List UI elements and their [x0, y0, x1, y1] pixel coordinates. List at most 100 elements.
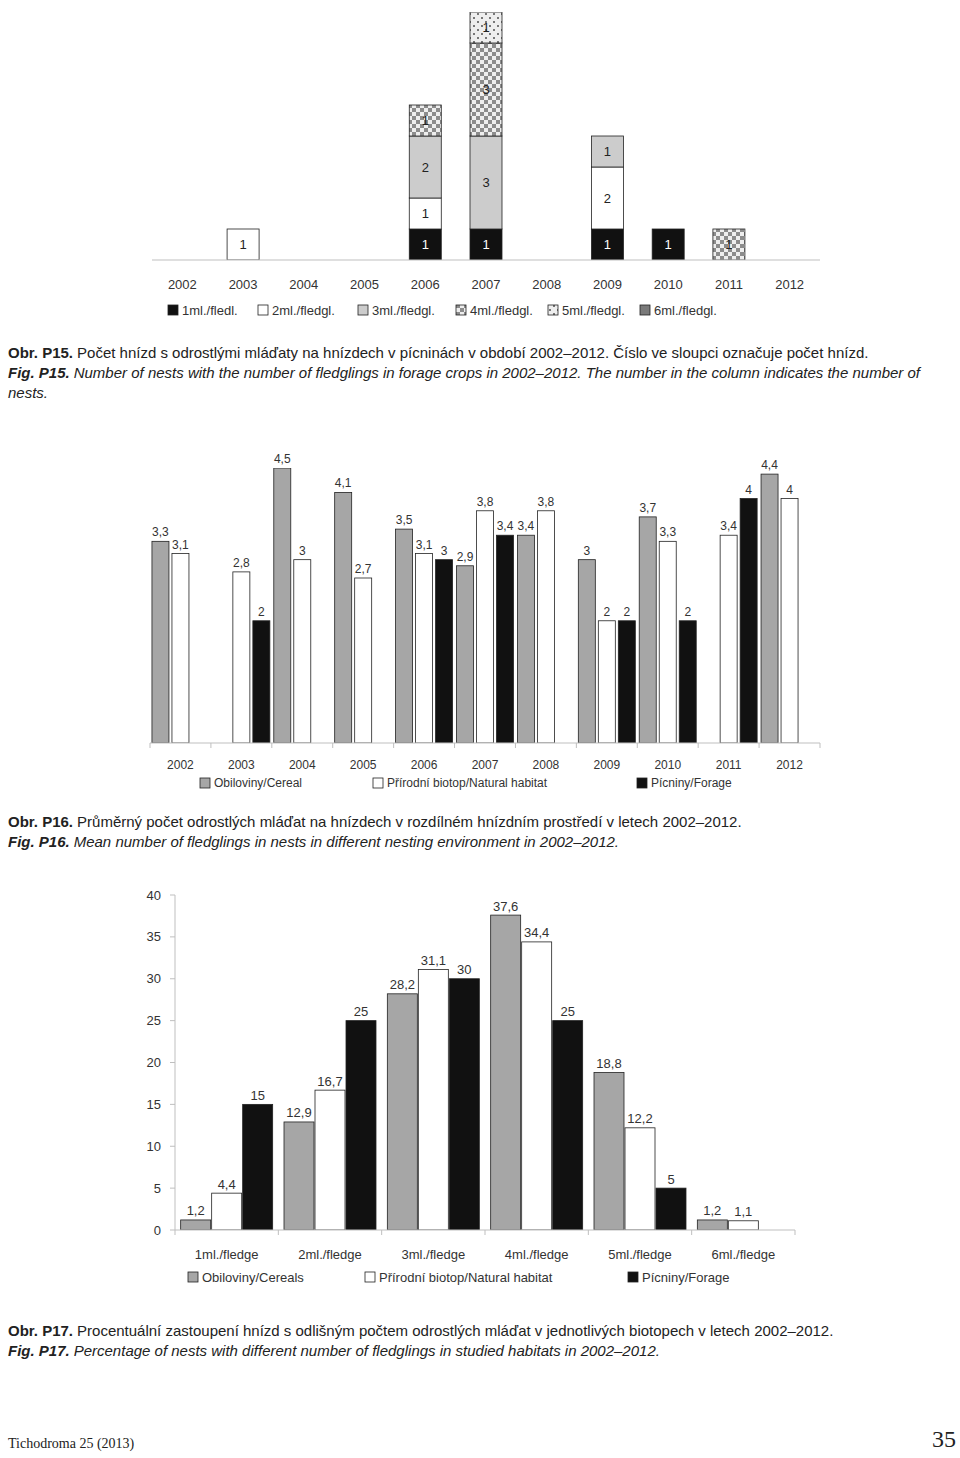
data-label: 4,4 — [761, 458, 778, 472]
x-tick-label: 2005 — [350, 758, 377, 772]
data-labels: 1,212,928,237,618,81,24,416,731,134,412,… — [187, 899, 753, 1220]
x-tick — [393, 743, 394, 748]
bar — [740, 499, 757, 743]
legend-swatch — [258, 305, 268, 315]
x-tick-label: 2011 — [715, 277, 743, 292]
x-tick-label: 2002 — [167, 758, 194, 772]
legend-label: 2ml./fledgl. — [272, 303, 335, 318]
caption-label: Fig. P16. — [8, 833, 70, 850]
x-tick — [820, 743, 821, 748]
data-label: 1 — [482, 237, 489, 252]
x-tick — [332, 743, 333, 748]
x-tick-label: 2003 — [228, 758, 255, 772]
bar — [720, 535, 737, 743]
legend-label: Pícniny/Forage — [642, 1270, 729, 1285]
bar — [659, 541, 676, 743]
legend-swatch — [628, 1272, 638, 1282]
bar — [517, 535, 534, 743]
bar-segment — [652, 229, 684, 260]
x-tick-label: 2009 — [593, 758, 620, 772]
x-tick — [691, 1230, 692, 1235]
bar — [253, 621, 270, 743]
x-tick — [150, 743, 151, 748]
data-label: 1,1 — [734, 1204, 752, 1219]
caption-text: Počet hnízd s odrostlými mláďaty na hníz… — [77, 344, 868, 361]
data-label: 3,8 — [538, 495, 555, 509]
bar — [639, 517, 656, 743]
data-label: 4,1 — [335, 476, 352, 490]
x-tick-label: 2010 — [654, 277, 683, 292]
data-label: 3 — [441, 544, 448, 558]
footer-journal: Tichodroma 25 (2013) — [8, 1436, 134, 1452]
caption-label: Obr. P16. — [8, 813, 73, 830]
data-label: 2 — [684, 605, 691, 619]
x-tick-label: 2ml./fledge — [298, 1247, 362, 1262]
marks — [227, 12, 745, 260]
x-tick-label: 2012 — [776, 758, 803, 772]
y-tick-label: 20 — [147, 1055, 161, 1070]
x-tick-label: 2009 — [593, 277, 622, 292]
bar — [594, 1073, 624, 1230]
bar-segment — [227, 229, 259, 260]
bar-segment — [470, 43, 502, 136]
bar — [781, 499, 798, 743]
x-tick-label: 2004 — [289, 277, 318, 292]
x-tick — [278, 1230, 279, 1235]
data-label: 3,4 — [720, 519, 737, 533]
data-label: 1,2 — [187, 1203, 205, 1218]
legend-swatch — [358, 305, 368, 315]
x-tick — [454, 743, 455, 748]
x-tick-label: 2007 — [472, 758, 499, 772]
y-tick — [170, 1146, 175, 1147]
data-label: 12,9 — [286, 1105, 311, 1120]
caption-label: Fig. P15. — [8, 364, 70, 381]
x-tick-label: 2005 — [350, 277, 379, 292]
legend-swatch — [200, 778, 210, 788]
bar-segment — [409, 229, 441, 260]
caption-line: Fig. P17.Percentage of nests with differ… — [8, 1341, 952, 1361]
bar-segment — [713, 229, 745, 260]
data-label: 4 — [786, 483, 793, 497]
bar-segment — [409, 105, 441, 136]
y-tick-label: 40 — [147, 888, 161, 903]
y-tick-label: 30 — [147, 971, 161, 986]
data-label: 1 — [422, 206, 429, 221]
data-labels: 11121133112111 — [239, 20, 732, 252]
data-label: 4,5 — [274, 452, 291, 466]
data-label: 3,3 — [152, 525, 169, 539]
bar — [152, 541, 169, 743]
y-tick — [170, 978, 175, 979]
data-label: 2 — [623, 605, 630, 619]
page-svg: 1112113311211120022003200420052006200720… — [0, 0, 960, 1458]
x-tick-label: 2006 — [411, 277, 440, 292]
marks — [152, 468, 798, 743]
legend-swatch — [365, 1272, 375, 1282]
caption-line: Obr. P17.Procentuální zastoupení hnízd s… — [8, 1321, 952, 1341]
data-label: 1 — [482, 20, 489, 35]
y-tick-label: 0 — [154, 1223, 161, 1238]
x-axis-line — [150, 743, 820, 744]
data-label: 3,3 — [659, 525, 676, 539]
y-tick — [170, 936, 175, 937]
data-label: 2,7 — [355, 562, 372, 576]
data-label: 3,1 — [172, 538, 189, 552]
bar — [578, 560, 595, 743]
data-label: 5 — [667, 1172, 674, 1187]
legend-label: Obiloviny/Cereal — [214, 776, 302, 790]
data-label: 1 — [422, 237, 429, 252]
bar — [172, 554, 189, 743]
caption-text: Percentage of nests with different numbe… — [74, 1342, 660, 1359]
bar — [697, 1220, 727, 1230]
x-tick — [381, 1230, 382, 1235]
bar — [274, 468, 291, 743]
x-axis-line — [152, 260, 820, 261]
legend-label: 1ml./fledl. — [182, 303, 238, 318]
bar — [618, 621, 635, 743]
caption-label: Obr. P17. — [8, 1322, 73, 1339]
y-tick-label: 5 — [154, 1181, 161, 1196]
y-tick — [170, 1062, 175, 1063]
x-tick-label: 2012 — [775, 277, 804, 292]
legend-label: Přírodní biotop/Natural habitat — [379, 1270, 553, 1285]
bar — [346, 1021, 376, 1230]
y-tick-label: 15 — [147, 1097, 161, 1112]
